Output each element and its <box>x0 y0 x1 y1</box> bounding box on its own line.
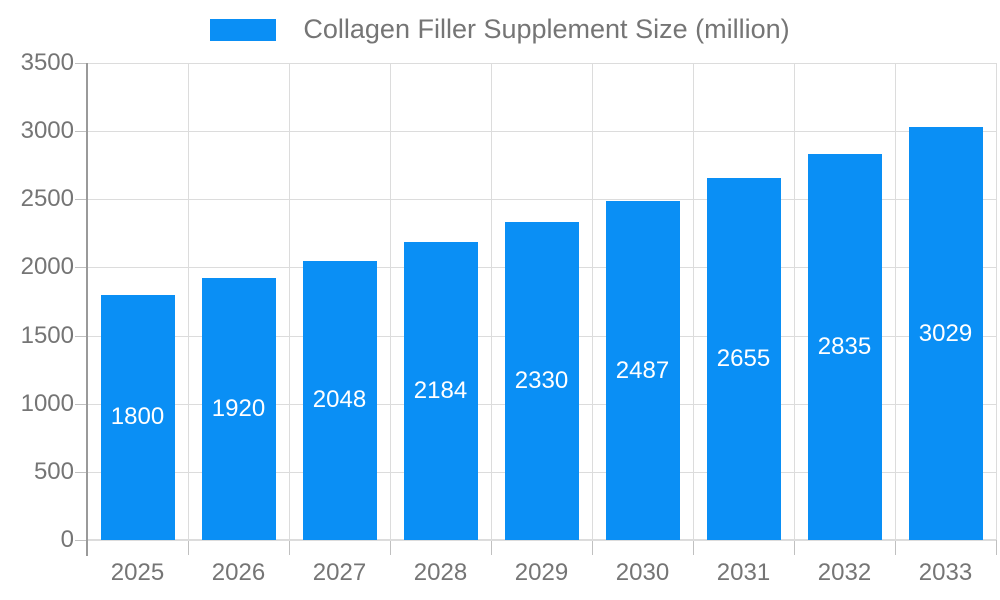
y-axis-tick <box>75 404 87 405</box>
h-gridline <box>87 199 996 200</box>
bar-2031[interactable]: 2655 <box>706 178 781 540</box>
x-axis-label: 2029 <box>514 559 569 586</box>
y-axis-label: 0 <box>60 526 74 553</box>
y-axis-label: 500 <box>33 458 74 485</box>
h-gridline <box>87 131 996 132</box>
bar-2033[interactable]: 3029 <box>908 127 983 540</box>
x-axis-tick <box>693 540 694 555</box>
bar-value-label: 2655 <box>716 345 771 373</box>
x-axis-tick <box>390 540 391 555</box>
x-axis-label: 2027 <box>312 559 367 586</box>
y-axis-tick <box>75 131 87 132</box>
chart-legend-item[interactable]: Collagen Filler Supplement Size (million… <box>0 14 1000 45</box>
x-axis-label: 2030 <box>615 559 670 586</box>
bar-2025[interactable]: 1800 <box>100 294 175 540</box>
y-axis-tick <box>75 472 87 473</box>
y-axis-label: 1000 <box>20 390 74 417</box>
legend-label: Collagen Filler Supplement Size (million… <box>303 14 790 44</box>
bar-value-label: 3029 <box>918 319 973 347</box>
y-axis-label: 3500 <box>20 49 74 76</box>
y-axis-tick <box>75 540 87 541</box>
bar-2032[interactable]: 2835 <box>807 153 882 540</box>
y-axis-tick <box>75 267 87 268</box>
y-axis-label: 3000 <box>20 117 74 144</box>
x-axis-label: 2026 <box>211 559 266 586</box>
y-axis-label: 1500 <box>20 322 74 349</box>
y-axis-tick <box>75 199 87 200</box>
v-gridline <box>693 63 694 540</box>
y-axis-tick <box>75 63 87 64</box>
legend-swatch <box>210 18 277 41</box>
v-gridline <box>794 63 795 540</box>
y-axis-line <box>86 63 88 556</box>
bar-2029[interactable]: 2330 <box>504 222 579 540</box>
v-gridline <box>592 63 593 540</box>
bar-value-label: 2835 <box>817 332 872 360</box>
v-gridline <box>996 63 997 540</box>
x-axis-label: 2033 <box>918 559 973 586</box>
bar-2027[interactable]: 2048 <box>302 260 377 540</box>
y-axis-label: 2500 <box>20 185 74 212</box>
x-axis-tick <box>794 540 795 555</box>
x-axis-label: 2032 <box>817 559 872 586</box>
h-gridline <box>87 63 996 64</box>
x-axis-tick <box>996 540 997 555</box>
x-axis-line <box>87 539 996 541</box>
bar-value-label: 1920 <box>211 395 266 423</box>
v-gridline <box>289 63 290 540</box>
bar-2028[interactable]: 2184 <box>403 242 478 540</box>
y-axis-label: 2000 <box>20 253 74 280</box>
bar-2030[interactable]: 2487 <box>605 201 680 540</box>
bar-value-label: 2487 <box>615 356 670 384</box>
x-axis-tick <box>188 540 189 555</box>
x-axis-label: 2028 <box>413 559 468 586</box>
bar-value-label: 1800 <box>110 403 165 431</box>
x-axis-tick <box>491 540 492 555</box>
x-axis-label: 2025 <box>110 559 165 586</box>
x-axis-tick <box>289 540 290 555</box>
x-axis-tick <box>592 540 593 555</box>
x-axis-label: 2031 <box>716 559 771 586</box>
x-axis-tick <box>895 540 896 555</box>
v-gridline <box>188 63 189 540</box>
v-gridline <box>895 63 896 540</box>
v-gridline <box>491 63 492 540</box>
bar-2026[interactable]: 1920 <box>201 278 276 540</box>
bar-value-label: 2048 <box>312 386 367 414</box>
v-gridline <box>390 63 391 540</box>
y-axis-tick <box>75 336 87 337</box>
bar-value-label: 2184 <box>413 377 468 405</box>
bar-value-label: 2330 <box>514 367 569 395</box>
